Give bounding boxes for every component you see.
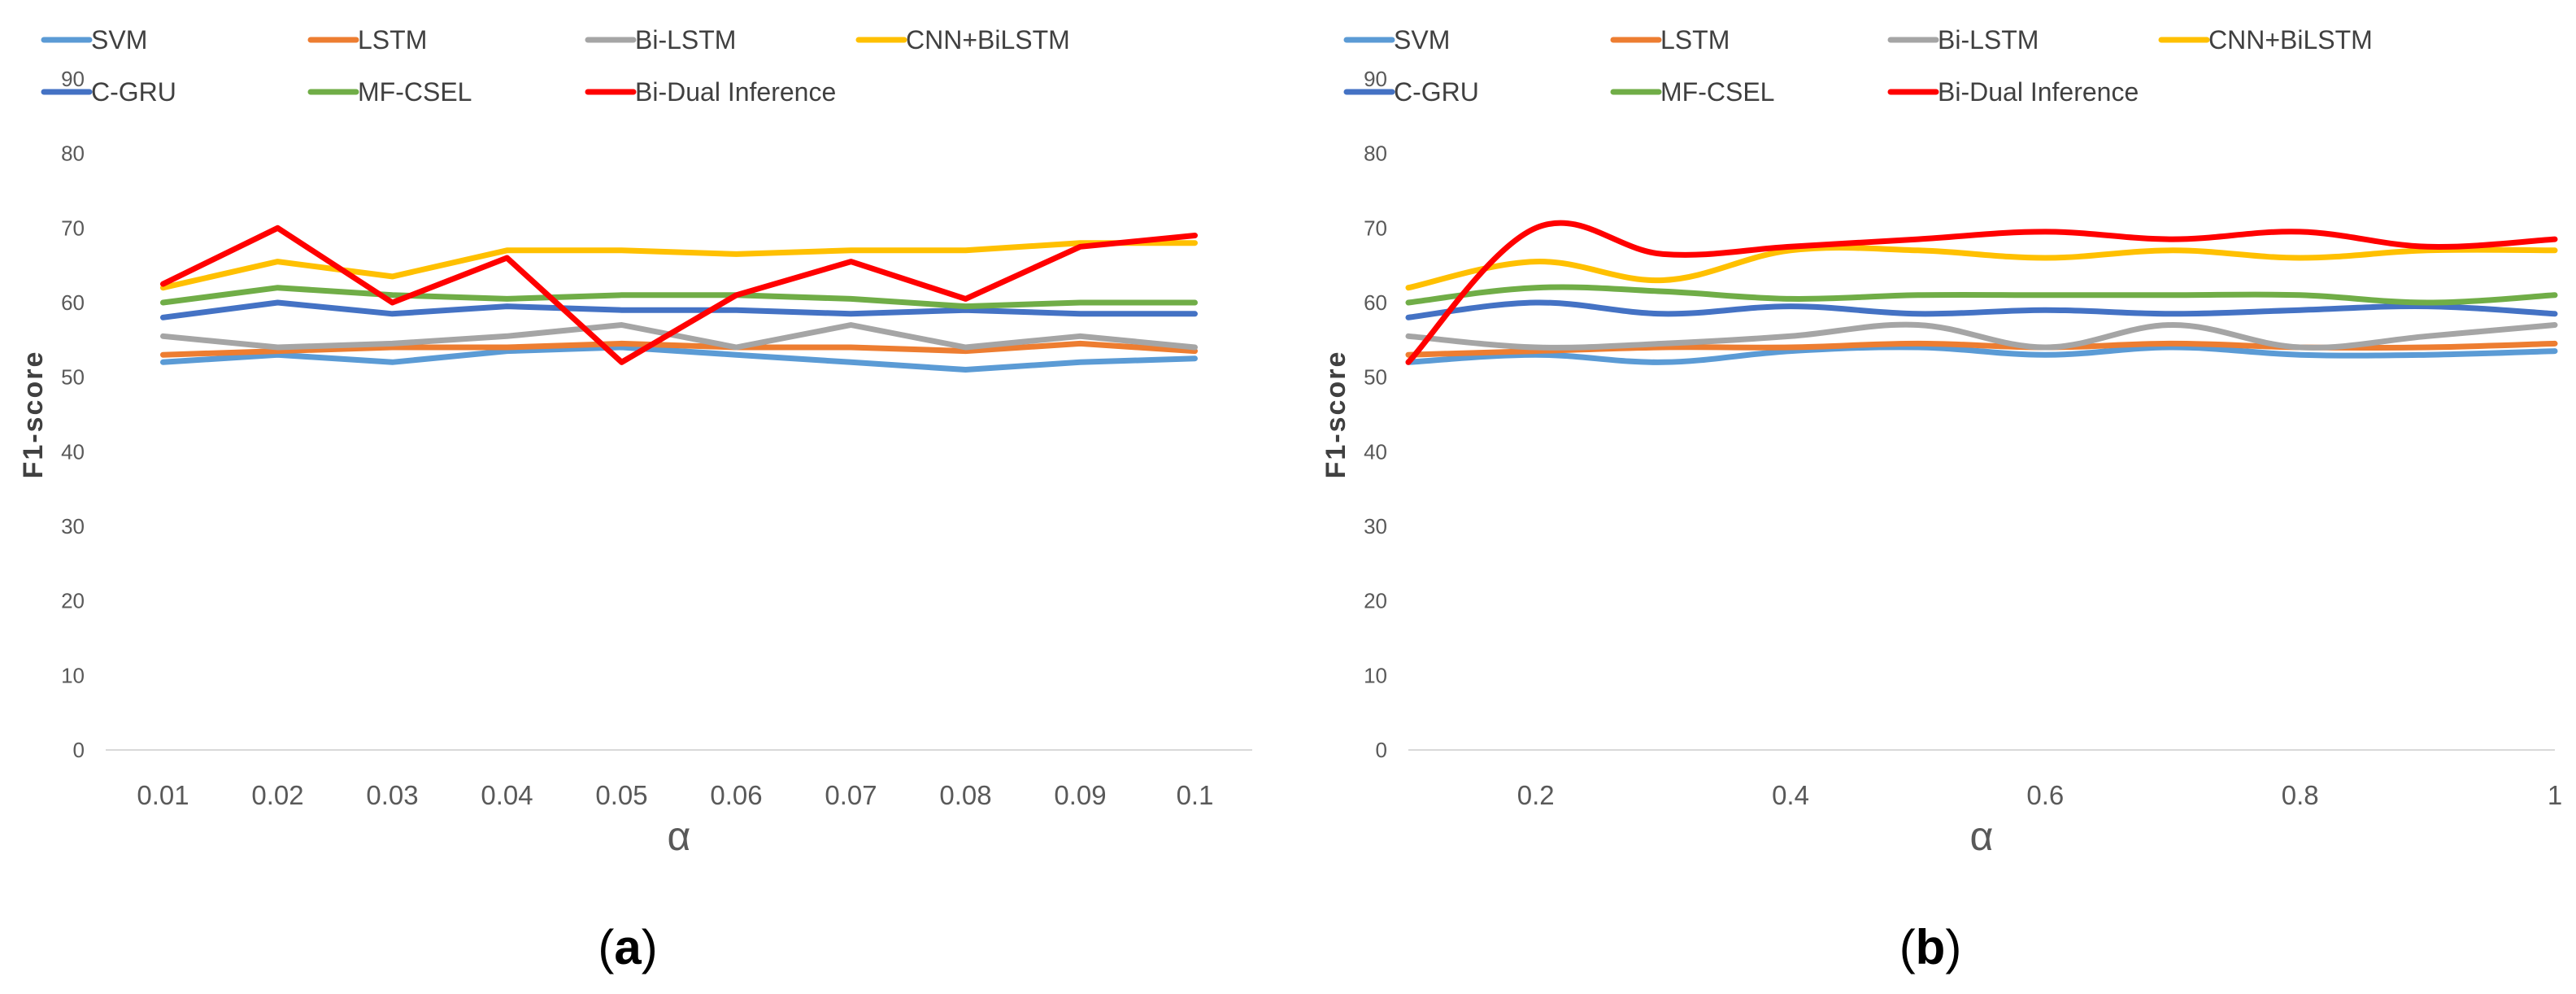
legend-label: CNN+BiLSTM <box>906 25 1070 54</box>
y-tick-label: 30 <box>61 514 85 538</box>
y-tick-label: 70 <box>61 216 85 240</box>
x-tick-label: 0.07 <box>825 780 877 810</box>
legend-item: C-GRU <box>1343 77 1479 107</box>
y-tick-label: 60 <box>1364 290 1387 315</box>
x-tick-label: 0.4 <box>1772 780 1809 810</box>
legend-label: MF-CSEL <box>358 77 472 107</box>
x-tick-label: 0.8 <box>2282 780 2319 810</box>
series-line-bi-lstm <box>160 322 1198 351</box>
x-tick-label: 0.08 <box>939 780 991 810</box>
legend-label: Bi-Dual Inference <box>1938 77 2139 107</box>
y-tick-label: 80 <box>1364 142 1387 166</box>
series-line-c-gru <box>1405 299 2558 320</box>
y-tick-label: 80 <box>61 142 85 166</box>
caption-close: ) <box>642 920 658 974</box>
x-tick-label: 0.04 <box>481 780 533 810</box>
legend-label: Bi-Dual Inference <box>635 77 836 107</box>
legend-label: C-GRU <box>1394 77 1479 107</box>
x-tick-label: 0.03 <box>366 780 418 810</box>
legend-item: LSTM <box>307 25 427 54</box>
legend-item: SVM <box>41 25 147 54</box>
chart-panel-a: 0 10 20 30 40 50 60 70 80 90 0.01 0.02 0.03 0.04 0.05 0… <box>18 25 1252 974</box>
y-tick-label: 20 <box>1364 589 1387 613</box>
x-tick-label: 0.06 <box>710 780 762 810</box>
legend-item: Bi-Dual Inference <box>1887 77 2139 107</box>
y-tick-label: 90 <box>61 67 85 91</box>
caption-close: ) <box>1945 920 1961 974</box>
legend-item: MF-CSEL <box>307 77 472 107</box>
x-tick-label: 0.01 <box>137 780 189 810</box>
x-tick-label: 0.05 <box>595 780 647 810</box>
legend-item: Bi-LSTM <box>1887 25 2039 54</box>
y-tick-label: 50 <box>1364 365 1387 390</box>
legend-item: SVM <box>1343 25 1450 54</box>
series-line-c-gru <box>160 299 1198 320</box>
x-tick-label: 0.6 <box>2026 780 2064 810</box>
legend-item: MF-CSEL <box>1610 77 1774 107</box>
series-line-bi-dual-inference <box>160 225 1198 365</box>
legend-item: CNN+BiLSTM <box>855 25 1070 54</box>
caption-open: ( <box>1899 920 1916 974</box>
y-axis-label: F1-score <box>1321 351 1351 479</box>
panel-caption: (a) <box>598 920 657 974</box>
legend-label: LSTM <box>1660 25 1730 54</box>
y-tick-label: 10 <box>1364 663 1387 687</box>
legend-label: SVM <box>91 25 147 54</box>
y-tick-label: 30 <box>1364 514 1387 538</box>
y-tick-label: 70 <box>1364 216 1387 240</box>
series-line-bi-lstm <box>1405 321 2558 351</box>
y-tick-label: 40 <box>1364 439 1387 464</box>
x-tick-label: 0.2 <box>1517 780 1555 810</box>
x-tick-label: 0.02 <box>251 780 303 810</box>
y-tick-label: 0 <box>73 738 85 762</box>
x-axis-label: α <box>1970 813 1994 859</box>
y-axis-label: F1-score <box>18 351 49 479</box>
x-tick-label: 1 <box>2548 780 2562 810</box>
series-line-lstm <box>160 340 1198 358</box>
legend-item: LSTM <box>1610 25 1730 54</box>
y-tick-label: 20 <box>61 589 85 613</box>
legend-item: Bi-Dual Inference <box>585 77 836 107</box>
y-tick-label: 40 <box>61 439 85 464</box>
panel-caption: (b) <box>1899 920 1962 974</box>
legend-item: Bi-LSTM <box>585 25 736 54</box>
legend-label: Bi-LSTM <box>1938 25 2039 54</box>
series-line-mf-csel <box>160 285 1198 310</box>
legend-item: C-GRU <box>41 77 176 107</box>
legend-item: CNN+BiLSTM <box>2158 25 2373 54</box>
legend-label: MF-CSEL <box>1660 77 1774 107</box>
caption-open: ( <box>598 920 614 974</box>
caption-letter: b <box>1916 920 1946 974</box>
series-line-mf-csel <box>1405 284 2558 306</box>
series-line-svm <box>160 344 1198 373</box>
x-axis-label: α <box>668 813 691 859</box>
y-tick-label: 0 <box>1376 738 1387 762</box>
y-tick-label: 60 <box>61 290 85 315</box>
series-line-cnn-bilstm <box>160 240 1198 291</box>
y-tick-label: 50 <box>61 365 85 390</box>
legend-label: SVM <box>1394 25 1450 54</box>
legend-label: CNN+BiLSTM <box>2208 25 2373 54</box>
y-tick-label: 10 <box>61 663 85 687</box>
legend-label: C-GRU <box>91 77 176 107</box>
legend-label: Bi-LSTM <box>635 25 736 54</box>
legend-label: LSTM <box>358 25 427 54</box>
series-line-bi-dual-inference <box>1405 220 2558 365</box>
y-tick-label: 90 <box>1364 67 1387 91</box>
chart-panel-b: 0 10 20 30 40 50 60 70 80 90 0.2 0.4 0.6 0.8 1 F1-score… <box>1321 25 2562 974</box>
series-line-svm <box>1405 344 2558 365</box>
series-line-cnn-bilstm <box>1405 244 2558 291</box>
x-tick-label: 0.09 <box>1054 780 1106 810</box>
x-tick-label: 0.1 <box>1177 780 1214 810</box>
caption-letter: a <box>614 920 642 974</box>
